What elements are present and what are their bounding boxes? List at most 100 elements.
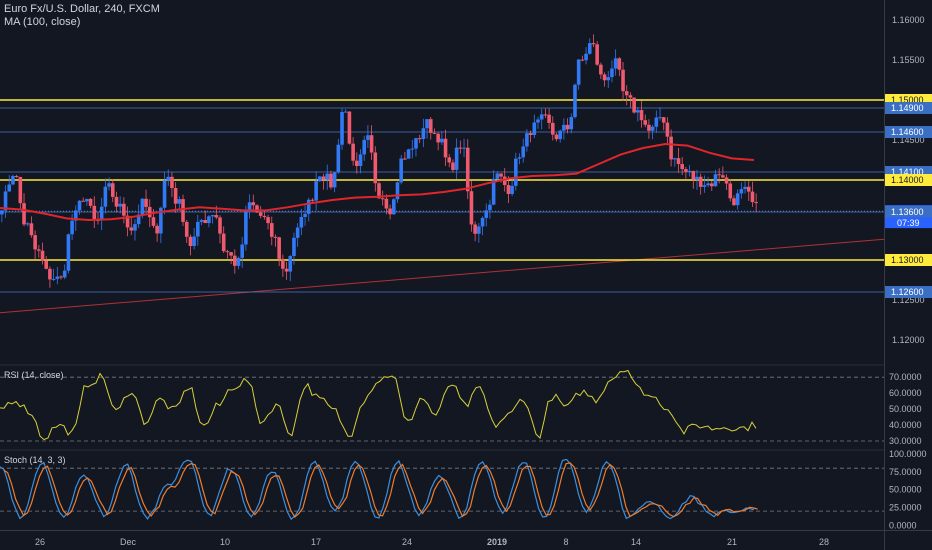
candle bbox=[624, 91, 629, 96]
candle bbox=[22, 203, 26, 225]
candle bbox=[203, 220, 208, 224]
candle bbox=[617, 58, 622, 70]
candle bbox=[214, 215, 219, 218]
candle bbox=[351, 143, 355, 161]
candle bbox=[369, 135, 374, 153]
candle bbox=[632, 97, 636, 113]
candle bbox=[33, 235, 37, 250]
candle bbox=[443, 138, 448, 158]
symbol-title[interactable]: Euro Fx/U.S. Dollar, 240, FXCM bbox=[4, 3, 160, 15]
candle bbox=[746, 186, 751, 192]
candle bbox=[488, 204, 492, 211]
candle bbox=[569, 117, 574, 130]
ma-indicator-label[interactable]: MA (100, close) bbox=[4, 16, 81, 28]
candle bbox=[628, 95, 633, 98]
candle bbox=[647, 124, 651, 131]
candle bbox=[99, 206, 104, 221]
candle bbox=[355, 160, 359, 166]
candle bbox=[170, 176, 174, 189]
candle bbox=[40, 250, 45, 261]
candle bbox=[166, 176, 171, 181]
candle bbox=[576, 59, 581, 85]
candle bbox=[196, 221, 200, 237]
candle bbox=[129, 227, 134, 231]
time-tick-label: 8 bbox=[563, 537, 568, 547]
candle bbox=[558, 130, 562, 140]
candle bbox=[192, 236, 196, 246]
candle bbox=[709, 183, 714, 187]
candle bbox=[225, 251, 230, 253]
candle bbox=[525, 133, 529, 147]
candle bbox=[85, 198, 89, 202]
candle bbox=[155, 225, 159, 234]
price-badge bbox=[885, 174, 932, 186]
candle bbox=[347, 111, 352, 144]
candle bbox=[262, 215, 267, 218]
candle bbox=[706, 183, 710, 186]
candle bbox=[62, 270, 67, 278]
price-badge bbox=[885, 102, 932, 114]
candle bbox=[543, 114, 548, 116]
price-badge-label: 1.13000 bbox=[891, 255, 924, 265]
candle bbox=[391, 199, 396, 215]
candle bbox=[421, 128, 426, 139]
stoch-tick-label: 0.0000 bbox=[889, 520, 917, 530]
candle bbox=[599, 64, 603, 75]
candle bbox=[684, 169, 688, 172]
candle bbox=[414, 138, 418, 149]
candle bbox=[665, 122, 670, 137]
rsi-tick-label: 30.0000 bbox=[889, 436, 922, 446]
candle bbox=[147, 206, 152, 218]
price-badge bbox=[885, 126, 932, 138]
price-pane[interactable] bbox=[0, 34, 885, 314]
price-tick-label: 1.12500 bbox=[892, 295, 925, 305]
price-badge-label: 1.13600 bbox=[891, 207, 924, 217]
candle bbox=[698, 176, 703, 187]
candle bbox=[162, 180, 167, 208]
price-tick-label: 1.12000 bbox=[892, 335, 925, 345]
candle bbox=[654, 117, 659, 127]
candle bbox=[281, 258, 285, 269]
candle bbox=[299, 216, 304, 228]
candle bbox=[51, 278, 56, 280]
candle bbox=[454, 147, 459, 170]
candle bbox=[292, 237, 296, 257]
rsi-pane[interactable]: RSI (14, close) 70.0000 60.0000 50.0000 40.0… bbox=[0, 369, 922, 446]
candle bbox=[269, 223, 274, 237]
candle bbox=[587, 43, 592, 54]
candle bbox=[273, 236, 278, 238]
candle bbox=[565, 124, 570, 130]
candle bbox=[695, 176, 699, 180]
candle bbox=[691, 170, 696, 180]
candle bbox=[325, 173, 330, 180]
candle bbox=[658, 117, 662, 119]
candle bbox=[621, 69, 625, 92]
time-tick-label: 21 bbox=[727, 537, 737, 547]
candle bbox=[550, 122, 555, 135]
price-badge-label: 1.14000 bbox=[891, 175, 924, 185]
candle bbox=[358, 154, 363, 166]
candle bbox=[573, 84, 577, 118]
candle bbox=[495, 173, 500, 179]
candle bbox=[517, 157, 522, 159]
candle bbox=[636, 110, 640, 113]
candle bbox=[477, 226, 481, 234]
time-axis[interactable]: 26 Dec 10 17 24 2019 8 14 21 28 bbox=[35, 537, 829, 547]
candle bbox=[184, 221, 189, 237]
candle bbox=[14, 175, 19, 177]
candle bbox=[140, 198, 145, 215]
candle bbox=[687, 170, 692, 172]
candle bbox=[151, 217, 156, 226]
rsi-title: RSI (14, close) bbox=[4, 370, 64, 380]
candle bbox=[728, 183, 733, 199]
candle bbox=[37, 249, 41, 251]
stoch-title: Stoch (14, 3, 3) bbox=[4, 455, 66, 465]
price-axis[interactable]: 1.16000 1.15500 1.14500 1.12500 1.12000 1.150… bbox=[885, 15, 932, 345]
candle bbox=[499, 173, 503, 177]
stoch-pane[interactable]: Stoch (14, 3, 3) 100.0000 75.0000 50.0000 25… bbox=[0, 449, 927, 531]
candle bbox=[562, 124, 566, 131]
candle bbox=[277, 237, 281, 259]
